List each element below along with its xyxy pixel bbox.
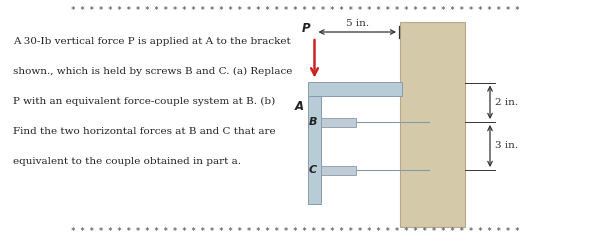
- Bar: [308, 96, 321, 204]
- Text: P with an equivalent force-couple system at B. (b): P with an equivalent force-couple system…: [13, 97, 276, 106]
- Bar: [400, 22, 465, 227]
- Text: equivalent to the couple obtained in part a.: equivalent to the couple obtained in par…: [13, 157, 241, 166]
- Text: shown., which is held by screws B and C. (a) Replace: shown., which is held by screws B and C.…: [13, 67, 293, 76]
- Bar: [308, 83, 402, 96]
- Text: C: C: [309, 165, 317, 175]
- Text: A 30-Ib vertical force P is applied at A to the bracket: A 30-Ib vertical force P is applied at A…: [13, 37, 291, 46]
- Text: Find the two horizontal forces at B and C that are: Find the two horizontal forces at B and …: [13, 127, 276, 136]
- Bar: [321, 118, 356, 127]
- Text: B: B: [309, 117, 317, 127]
- Text: A: A: [295, 99, 304, 113]
- Text: * * * * * * * * * * * * * * * * * * * * * * * * * * * * * * * * * * * * * * * * : * * * * * * * * * * * * * * * * * * * * …: [71, 227, 519, 236]
- Bar: [321, 166, 356, 174]
- Text: 2 in.: 2 in.: [495, 98, 518, 107]
- Text: 3 in.: 3 in.: [495, 142, 518, 151]
- Text: * * * * * * * * * * * * * * * * * * * * * * * * * * * * * * * * * * * * * * * * : * * * * * * * * * * * * * * * * * * * * …: [71, 6, 519, 15]
- Text: 5 in.: 5 in.: [346, 19, 369, 28]
- Text: P: P: [302, 22, 310, 35]
